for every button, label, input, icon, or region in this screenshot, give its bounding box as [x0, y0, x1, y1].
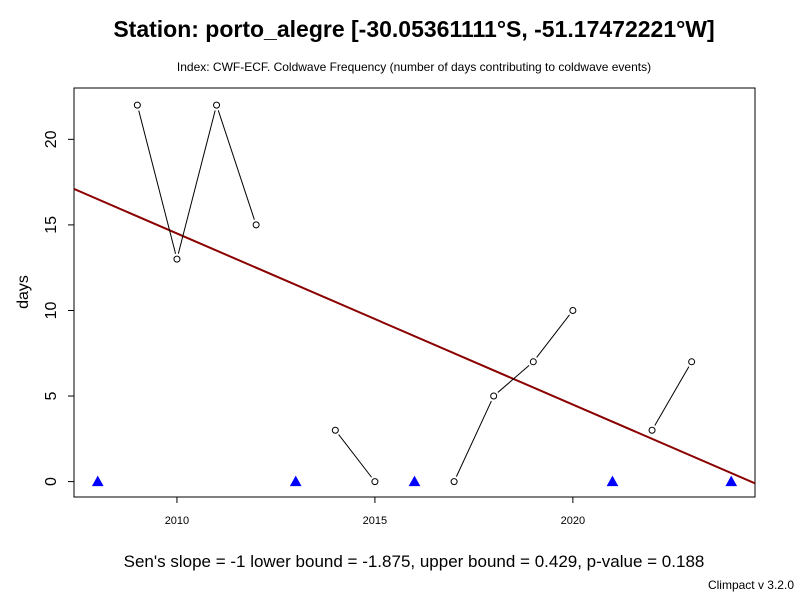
x-tick-label: 2010 — [165, 515, 189, 527]
series-line-segment — [338, 434, 372, 478]
data-point — [213, 101, 221, 109]
data-point — [529, 358, 537, 366]
series-line-segment — [536, 314, 570, 358]
sens-slope-summary: Sen's slope = -1 lower bound = -1.875, u… — [124, 552, 705, 571]
data-point — [490, 392, 498, 400]
data-point — [648, 426, 656, 434]
series-layer — [133, 101, 696, 486]
data-point — [688, 358, 696, 366]
data-point — [331, 426, 339, 434]
trend-line — [74, 188, 755, 485]
missing-year-marker — [408, 475, 421, 487]
missing-year-marker — [289, 475, 302, 487]
trend-layer — [74, 188, 755, 485]
series-line-segment — [138, 110, 177, 254]
missing-year-marker — [606, 475, 619, 487]
chart-subtitle: Index: CWF-ECF. Coldwave Frequency (numb… — [177, 60, 651, 74]
series-line-segment — [497, 365, 530, 393]
series-line-segment — [654, 366, 690, 426]
y-tick-label: 10 — [43, 301, 60, 319]
y-tick-label: 0 — [43, 477, 60, 486]
data-point — [133, 101, 141, 109]
missing-year-marker — [91, 475, 104, 487]
series-line-segment — [177, 110, 216, 254]
y-axis: 0 5 10 15 20 — [43, 130, 74, 486]
plot-area — [73, 87, 756, 498]
data-point — [173, 255, 181, 263]
version-label: Climpact v 3.2.0 — [708, 578, 794, 592]
y-tick-label: 15 — [43, 216, 60, 234]
series-line-segment — [217, 110, 255, 220]
y-tick-label: 20 — [43, 130, 60, 148]
data-point — [371, 478, 379, 486]
data-point — [252, 221, 260, 229]
x-tick-label: 2015 — [363, 515, 387, 527]
missing-year-marker — [725, 475, 738, 487]
y-axis-title: days — [15, 275, 32, 309]
series-line-segment — [455, 400, 492, 477]
x-tick-label: 2020 — [561, 515, 585, 527]
x-axis: 2010 2015 2020 — [165, 497, 585, 527]
data-point — [450, 478, 458, 486]
missing-marker-layer — [91, 475, 738, 487]
chart-title: Station: porto_alegre [-30.05361111°S, -… — [113, 16, 714, 42]
y-tick-label: 5 — [43, 391, 60, 400]
data-point — [569, 306, 577, 314]
